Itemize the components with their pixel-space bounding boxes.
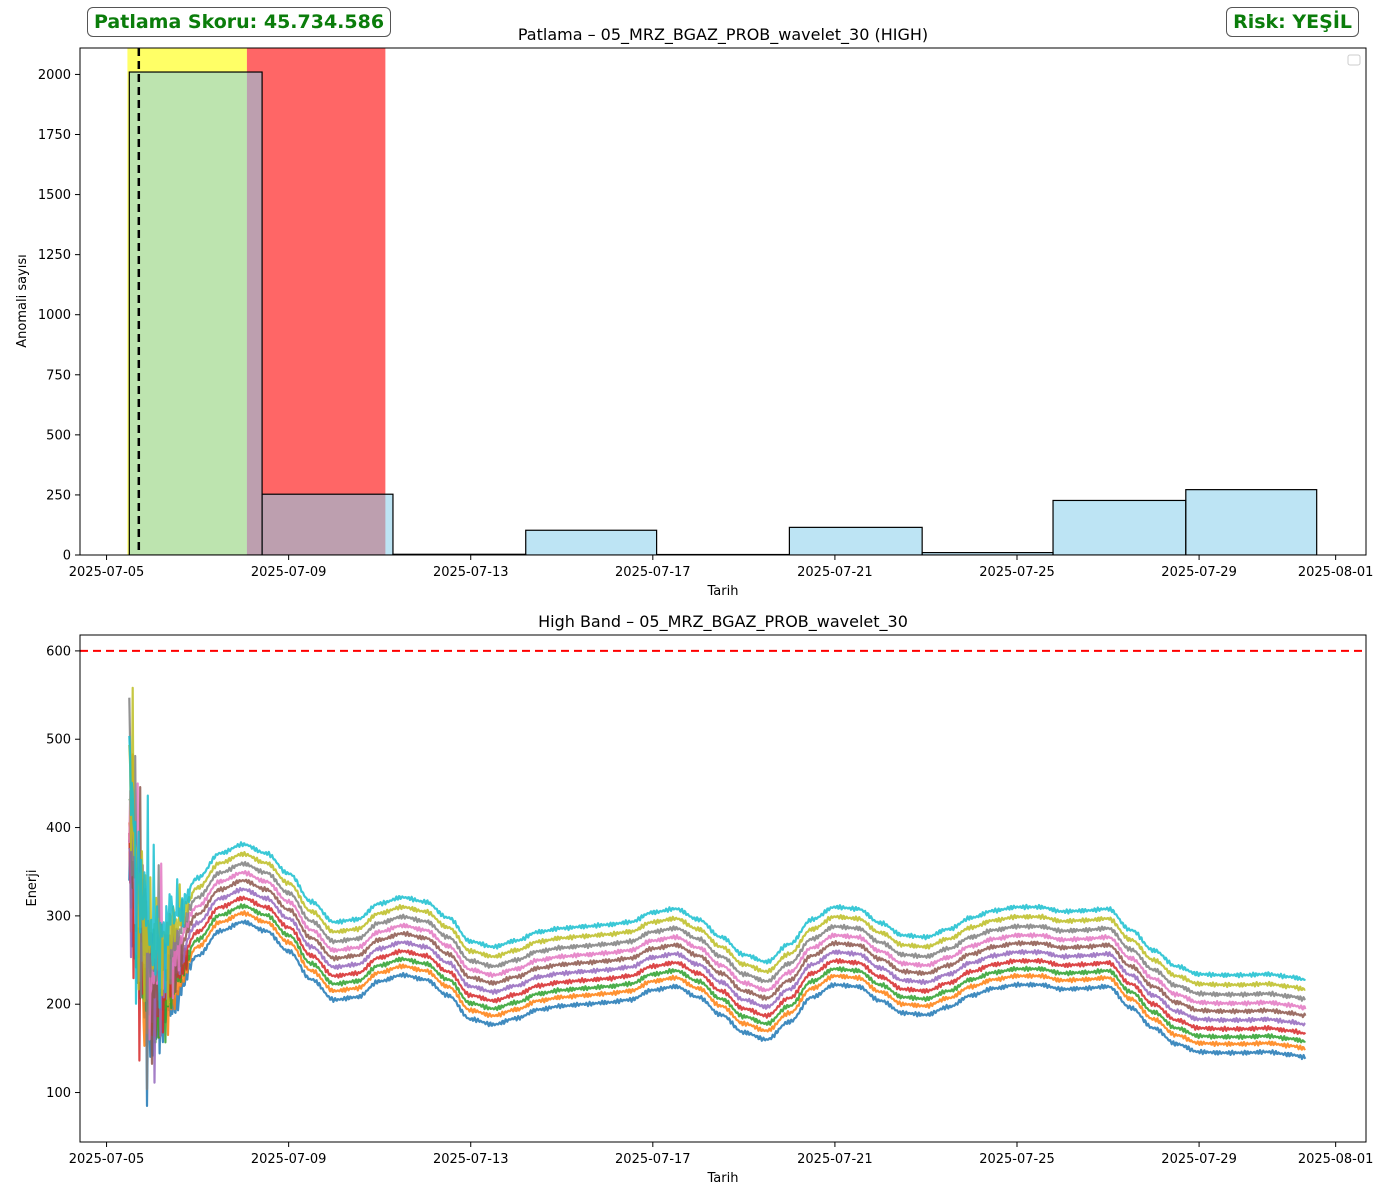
line-y-ticks: 100 200 300 400 500 600 — [46, 644, 80, 1101]
risk-badge: Risk: YEŞİL — [1226, 7, 1359, 37]
energy-series-line-7 — [128, 697, 1307, 1091]
energy-series-line-2 — [128, 797, 1306, 1044]
histogram-y-tick-label-7: 1750 — [38, 128, 71, 143]
histogram-bar-1 — [261, 493, 394, 555]
histogram-x-tick-label-1: 2025-07-09 — [251, 565, 327, 580]
empty-legend — [1347, 54, 1361, 66]
histogram-y-ticks: 0 250 500 750 1000 1250 1500 1750 2000 — [38, 68, 80, 564]
line-x-tick-label-0: 2025-07-05 — [69, 1152, 145, 1167]
histogram-x-tick-label-6: 2025-07-29 — [1161, 565, 1237, 580]
line-chart: High Band – 05_MRZ_BGAZ_PROB_wavelet_30 … — [25, 612, 1373, 1186]
line-x-tick-label-6: 2025-07-29 — [1161, 1152, 1237, 1167]
line-x-tick-label-3: 2025-07-17 — [615, 1152, 691, 1167]
energy-series-line-0 — [128, 834, 1307, 1107]
histogram-ylabel: Anomali sayısı — [15, 254, 30, 348]
line-x-tick-label-2: 2025-07-13 — [433, 1152, 509, 1167]
energy-series-line-8 — [128, 686, 1306, 1006]
line-x-ticks: 2025-07-05 2025-07-09 2025-07-13 2025-07-17… — [69, 1142, 1374, 1167]
histogram-y-tick-label-3: 750 — [46, 368, 71, 383]
histogram-xlabel: Tarih — [707, 584, 739, 599]
histogram-chart: Patlama – 05_MRZ_BGAZ_PROB_wavelet_30 (H… — [15, 25, 1373, 599]
histogram-bar-3 — [525, 529, 658, 555]
score-badge: Patlama Skoru: 45.734.586 — [87, 7, 392, 37]
histogram-bar-7 — [1052, 499, 1187, 555]
shaded-span-1 — [246, 48, 386, 555]
energy-series-line-4 — [128, 840, 1306, 1084]
energy-series-line-3 — [128, 832, 1307, 1062]
histogram-y-tick-label-2: 500 — [46, 428, 71, 443]
line-x-tick-label-7: 2025-08-01 — [1298, 1152, 1374, 1167]
energy-series-line-5 — [128, 786, 1307, 1065]
histogram-bar-0 — [128, 71, 263, 555]
histogram-y-tick-label-8: 2000 — [38, 68, 71, 83]
line-frame — [79, 634, 1367, 1143]
histogram-bars — [128, 71, 1318, 555]
histogram-y-tick-label-1: 250 — [46, 488, 71, 503]
line-y-tick-label-2: 300 — [46, 909, 71, 924]
line-x-tick-label-5: 2025-07-25 — [979, 1152, 1055, 1167]
line-y-tick-label-1: 200 — [46, 998, 71, 1013]
histogram-x-tick-label-2: 2025-07-13 — [433, 565, 509, 580]
energy-series-line-6 — [128, 782, 1307, 1041]
histogram-x-tick-label-7: 2025-08-01 — [1298, 565, 1374, 580]
line-y-tick-label-0: 100 — [46, 1086, 71, 1101]
histogram-y-tick-label-0: 0 — [63, 549, 71, 564]
energy-series-line-1 — [128, 753, 1306, 1051]
histogram-x-tick-label-4: 2025-07-21 — [797, 565, 873, 580]
histogram-x-tick-label-0: 2025-07-05 — [69, 565, 145, 580]
line-x-tick-label-4: 2025-07-21 — [797, 1152, 873, 1167]
energy-series — [128, 686, 1307, 1107]
histogram-bar-5 — [788, 526, 923, 555]
line-y-tick-label-5: 600 — [46, 644, 71, 659]
line-y-tick-label-3: 400 — [46, 821, 71, 836]
histogram-bar-8 — [1185, 489, 1318, 555]
histogram-x-tick-label-5: 2025-07-25 — [979, 565, 1055, 580]
line-ylabel: Enerji — [25, 869, 40, 906]
histogram-x-tick-label-3: 2025-07-17 — [615, 565, 691, 580]
line-title: High Band – 05_MRZ_BGAZ_PROB_wavelet_30 — [538, 612, 908, 632]
histogram-y-tick-label-5: 1250 — [38, 248, 71, 263]
line-y-tick-label-4: 500 — [46, 733, 71, 748]
histogram-x-ticks: 2025-07-05 2025-07-09 2025-07-13 2025-07-17… — [69, 555, 1374, 580]
histogram-y-tick-label-4: 1000 — [38, 308, 71, 323]
energy-series-line-9 — [128, 735, 1307, 1009]
line-xlabel: Tarih — [707, 1171, 739, 1186]
line-x-tick-label-1: 2025-07-09 — [251, 1152, 327, 1167]
histogram-y-tick-label-6: 1500 — [38, 188, 71, 203]
histogram-frame — [79, 47, 1367, 556]
histogram-title: Patlama – 05_MRZ_BGAZ_PROB_wavelet_30 (H… — [518, 25, 928, 45]
